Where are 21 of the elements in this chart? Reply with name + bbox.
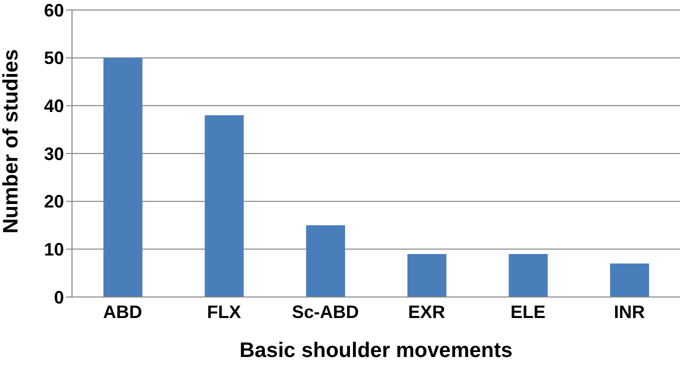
y-tick-label: 0 — [54, 287, 64, 308]
y-tick-label: 30 — [44, 144, 64, 164]
x-tick-label: INR — [614, 302, 645, 322]
x-tick-label: Sc-ABD — [292, 302, 359, 322]
bar — [407, 254, 446, 297]
y-tick-label: 40 — [44, 96, 64, 116]
bar — [610, 264, 650, 297]
x-tick-label: ABD — [103, 302, 142, 322]
y-axis-title: Number of studies — [0, 49, 22, 234]
x-axis-title: Basic shoulder movements — [239, 339, 513, 362]
y-tick-label: 10 — [44, 240, 64, 260]
bar — [508, 254, 548, 297]
y-tick-label: 20 — [44, 192, 64, 212]
y-tick-label: 50 — [44, 48, 64, 68]
y-tick-label: 60 — [44, 0, 64, 20]
bar — [306, 225, 346, 297]
x-tick-label: EXR — [408, 302, 446, 322]
bar — [103, 58, 142, 297]
bar — [204, 115, 244, 297]
x-tick-label: ELE — [510, 302, 546, 322]
x-tick-label: FLX — [207, 302, 241, 322]
